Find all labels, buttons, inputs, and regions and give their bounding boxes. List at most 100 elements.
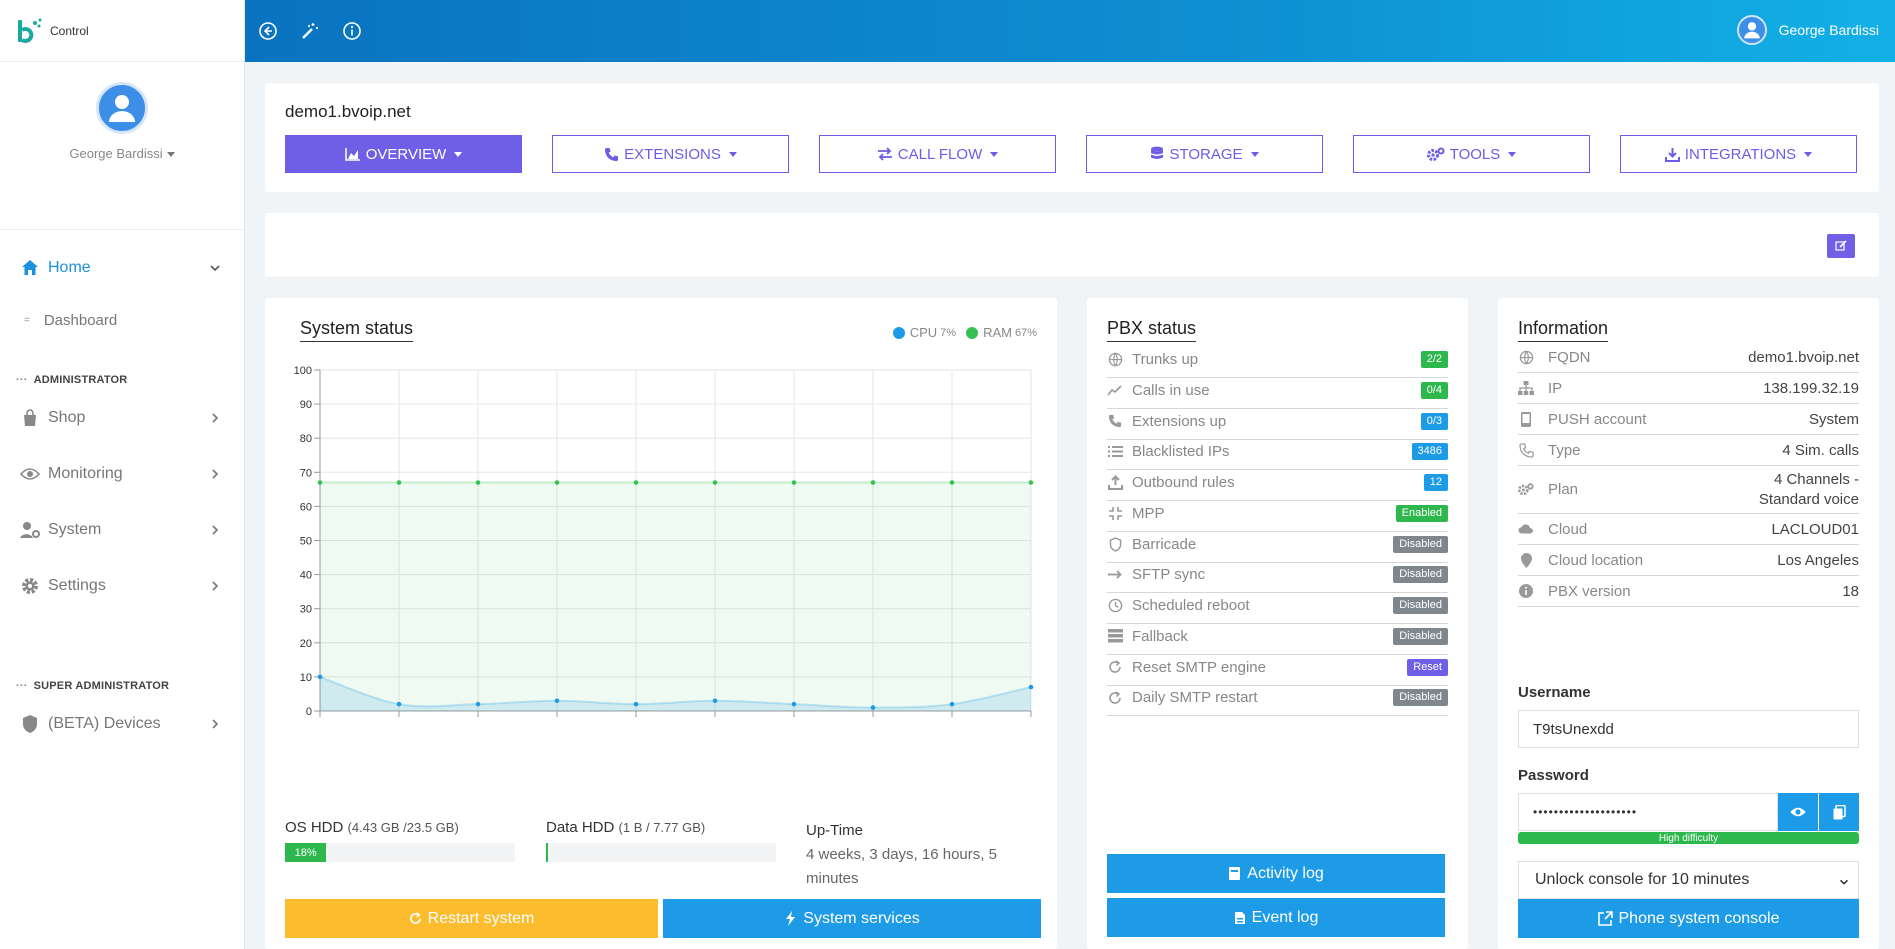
chart-line-cpu xyxy=(319,675,1032,709)
chart-y-tick-label: 50 xyxy=(300,536,312,548)
system-services-button[interactable]: System services xyxy=(663,899,1041,938)
sidebar-item-dashboard[interactable]: = Dashboard xyxy=(0,296,244,344)
uptime: Up-Time 4 weeks, 3 days, 16 hours, 5 min… xyxy=(806,819,1036,891)
avatar[interactable] xyxy=(96,82,148,134)
data-hdd-label: Data HDD (1 B / 7.77 GB) xyxy=(546,819,706,836)
chart-point-ram xyxy=(791,480,797,485)
chevron-right-icon xyxy=(208,467,222,481)
pbx-status-row: Calls in use 0/4 xyxy=(1107,373,1448,409)
legend-dot-cpu xyxy=(892,326,905,339)
chart-y-tick-label: 10 xyxy=(300,672,312,684)
tab-call-flow[interactable]: CALL FLOW xyxy=(819,135,1056,173)
sidebar-item-shop[interactable]: Shop xyxy=(0,390,244,446)
topbar-user-menu[interactable]: George Bardissi xyxy=(1736,15,1879,45)
show-password-button[interactable] xyxy=(1778,793,1818,831)
pbx-status-row: Barricade Disabled xyxy=(1107,527,1448,563)
tab-tools[interactable]: TOOLS xyxy=(1353,135,1590,173)
chart-point-cpu xyxy=(475,701,481,707)
gear-icon xyxy=(20,576,40,596)
sidebar-item-settings[interactable]: Settings xyxy=(0,558,244,614)
pbx-status-row: MPP Enabled xyxy=(1107,496,1448,532)
os-hdd-progress-fill: 18% xyxy=(285,843,327,862)
sidebar-item-home[interactable]: Home xyxy=(0,240,244,296)
restart-system-button[interactable]: Restart system xyxy=(285,899,658,938)
pbx-status-badge[interactable]: Reset xyxy=(1407,658,1448,676)
pbx-status-badge: 0/3 xyxy=(1420,412,1448,430)
chart-y-tick-label: 80 xyxy=(300,433,312,445)
sidebar-item-monitoring[interactable]: Monitoring xyxy=(0,446,244,502)
sidebar-item-system[interactable]: System xyxy=(0,502,244,558)
username-field[interactable]: T9tsUnexdd xyxy=(1518,710,1859,748)
information-value: 18 xyxy=(1842,582,1859,600)
chart-y-tick-label: 70 xyxy=(300,467,312,479)
password-strength-bar: High difficulty xyxy=(1518,832,1859,844)
copy-password-button[interactable] xyxy=(1819,793,1859,831)
pbx-status-label: Scheduled reboot xyxy=(1132,597,1250,614)
uptime-label: Up-Time xyxy=(806,822,863,839)
tab-extensions[interactable]: EXTENSIONS xyxy=(552,135,789,173)
pbx-status-label: MPP xyxy=(1132,504,1165,522)
legend-value-cpu: 7% xyxy=(940,326,957,339)
caret-down-icon xyxy=(728,151,737,157)
user-icon xyxy=(109,95,135,122)
password-label: Password xyxy=(1518,767,1589,784)
info-icon[interactable] xyxy=(341,20,363,42)
server-icon xyxy=(1107,628,1123,644)
avatar xyxy=(1736,15,1767,45)
cloud-icon xyxy=(1518,521,1534,537)
topbar: George Bardissi xyxy=(245,0,1895,62)
event-log-button[interactable]: Event log xyxy=(1107,898,1445,937)
external-link-icon xyxy=(1597,911,1613,926)
back-icon[interactable] xyxy=(257,20,279,42)
user-cog-icon xyxy=(20,520,40,540)
sidebar-item-label: Monitoring xyxy=(48,465,123,482)
pbx-status-badge: Enabled xyxy=(1395,504,1448,522)
pbx-status-label: Calls in use xyxy=(1132,381,1210,399)
book-icon xyxy=(1229,867,1241,880)
chart-y-tick-label: 40 xyxy=(300,570,312,582)
legend-label-cpu: CPU xyxy=(909,325,938,340)
password-value: •••••••••••••••••••• xyxy=(1533,805,1638,819)
phone-system-console-button[interactable]: Phone system console xyxy=(1518,899,1859,938)
caret-down-icon xyxy=(166,152,175,158)
edit-button[interactable] xyxy=(1827,234,1855,258)
pbx-status-row: Scheduled reboot Disabled xyxy=(1107,588,1448,624)
shield-icon xyxy=(20,714,40,734)
information-label: IP xyxy=(1548,379,1563,397)
unlock-console-select[interactable]: Unlock console for 10 minutes xyxy=(1518,861,1859,899)
profile-name-dropdown[interactable]: George Bardissi xyxy=(0,146,244,161)
chart-point-cpu xyxy=(633,701,639,707)
pbx-status-badge: 0/4 xyxy=(1420,381,1448,399)
magic-wand-icon[interactable] xyxy=(299,20,321,42)
chart-point-cpu xyxy=(791,701,797,707)
password-field[interactable]: •••••••••••••••••••• xyxy=(1518,793,1778,831)
tab-label: STORAGE xyxy=(1169,145,1243,163)
information-label: FQDN xyxy=(1548,348,1591,366)
information-row: FQDN demo1.bvoip.net xyxy=(1518,342,1859,373)
eye-icon xyxy=(20,464,40,484)
chevron-down-icon xyxy=(208,261,222,275)
pbx-status-row: Fallback Disabled xyxy=(1107,619,1448,655)
os-hdd-detail: (4.43 GB /23.5 GB) xyxy=(347,820,459,835)
tab-overview[interactable]: OVERVIEW xyxy=(285,135,522,173)
activity-log-button[interactable]: Activity log xyxy=(1107,854,1445,893)
brand-name: Control xyxy=(50,23,89,38)
bars-icon: = xyxy=(24,314,30,326)
globe-icon xyxy=(1518,349,1534,365)
button-label: Restart system xyxy=(427,909,535,927)
pbx-status-label: SFTP sync xyxy=(1132,566,1206,584)
line-chart-icon xyxy=(1107,382,1123,398)
pbx-status-row: Extensions up 0/3 xyxy=(1107,404,1448,440)
tab-storage[interactable]: STORAGE xyxy=(1086,135,1323,173)
tab-integrations[interactable]: INTEGRATIONS xyxy=(1620,135,1857,173)
info-icon xyxy=(1518,583,1534,599)
information-row: PBX version 18 xyxy=(1518,576,1859,607)
flash-icon xyxy=(786,911,796,926)
shopping-bag-icon xyxy=(20,408,40,428)
button-label: System services xyxy=(803,909,920,927)
chart-point-cpu xyxy=(317,674,323,680)
information-value: Los Angeles xyxy=(1777,551,1859,569)
sidebar-item-label: System xyxy=(48,521,102,538)
sidebar-item-devices[interactable]: (BETA) Devices xyxy=(0,696,244,752)
brand[interactable]: Control xyxy=(0,0,244,62)
